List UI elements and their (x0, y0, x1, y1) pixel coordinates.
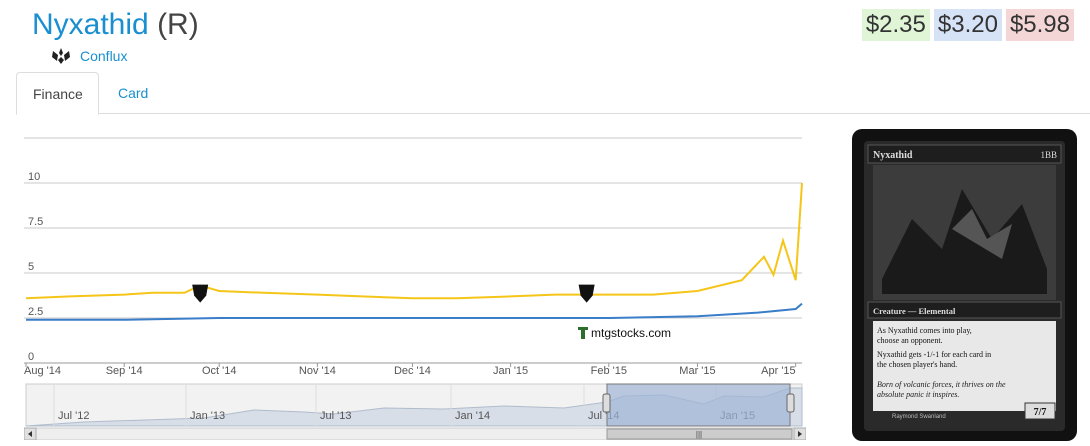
chart-markers (192, 284, 595, 303)
scrollbar-thumb[interactable] (606, 428, 793, 440)
set-link[interactable]: Conflux (80, 48, 128, 64)
x-tick-label: Dec '14 (394, 365, 431, 377)
card-art-creature (882, 189, 1047, 294)
x-tick-label: Nov '14 (299, 365, 336, 377)
card-mana-cost: 1BB (1040, 150, 1057, 160)
khans-of-tarkir-set-icon-shape (192, 284, 209, 303)
x-axis-ticks: Aug '14 Sep '14 Oct '14 Nov '14 Dec '14 Jan '… (24, 362, 802, 377)
tab-finance[interactable]: Finance (16, 72, 99, 115)
watermark: mtgstocks.com (577, 326, 671, 340)
y-tick-label: 0 (28, 351, 34, 363)
navigator-right-handle[interactable] (786, 393, 795, 413)
card-flavor-text: Born of volcanic forces, it thrives on t… (877, 380, 1008, 399)
card-pt-box (1024, 402, 1056, 420)
card-art-highlight (952, 209, 1012, 259)
x-tick-label: Sep '14 (106, 365, 143, 377)
low-price-badge: $2.35 (861, 9, 930, 41)
khans-of-tarkir-set-icon (192, 284, 209, 303)
card-rules-text-2: Nyxathid gets -1/-1 for each card in the… (877, 350, 993, 369)
price-chart[interactable]: 0 2.5 5 7.5 10 Aug '14 Sep '14 Oct '14 Nov '14 D… (24, 128, 806, 378)
navigator-tick-label: Jan '14 (455, 410, 490, 422)
navigator-selection[interactable] (606, 383, 791, 427)
x-tick-label: Feb '15 (591, 365, 627, 377)
set-row: Conflux (50, 46, 127, 66)
y-tick-label: 10 (28, 171, 40, 183)
card-image: Nyxathid 1BB Creature — Elemental As Nyx… (852, 129, 1077, 441)
y-tick-label: 2.5 (28, 306, 43, 318)
card-type-bar (867, 301, 1062, 319)
tower-icon (578, 327, 588, 339)
card-title: Nyxathid (R) (32, 8, 199, 42)
x-tick-label: Oct '14 (202, 365, 237, 377)
navigator-tick-label: Jul '12 (58, 410, 89, 422)
x-tick-label: Aug '14 (24, 365, 61, 377)
price-line-high (25, 182, 803, 300)
card-artist: Raymond Swanland (892, 414, 946, 420)
y-tick-label: 7.5 (28, 216, 43, 228)
x-tick-label: Mar '15 (679, 365, 715, 377)
fate-reforged-set-icon-shape (578, 284, 595, 303)
price-badges: $2.35 $3.20 $5.98 (861, 9, 1074, 41)
card-power-toughness: 7/7 (1034, 407, 1047, 418)
y-axis-ticks: 0 2.5 5 7.5 10 (28, 171, 43, 363)
card-type-line: Creature — Elemental (873, 306, 956, 316)
fate-reforged-set-icon (578, 284, 595, 303)
navigator-left-handle[interactable] (602, 393, 611, 413)
navigator-tick-label: Jul '13 (320, 410, 351, 422)
conflux-set-icon (52, 48, 70, 64)
mid-price-badge: $3.20 (933, 9, 1002, 41)
card-name-bar (867, 144, 1062, 164)
y-tick-label: 5 (28, 261, 34, 273)
navigator-tick-label: Jan '13 (190, 410, 225, 422)
card-rules-text-1: As Nyxathid comes into play, choose an o… (877, 326, 974, 345)
scroll-left-arrow-icon (28, 431, 32, 437)
card-name: Nyxathid (32, 8, 149, 41)
chart-grid (24, 137, 802, 364)
price-line-low (26, 302, 803, 321)
high-price-badge: $5.98 (1005, 9, 1074, 41)
chart-lines (25, 182, 803, 321)
card-text-box (873, 321, 1056, 411)
x-tick-label: Apr '15 (761, 365, 796, 377)
watermark-text: mtgstocks.com (591, 326, 672, 340)
tab-card[interactable]: Card (118, 85, 149, 101)
card-image-name: Nyxathid (873, 150, 913, 161)
x-tick-label: Jan '15 (493, 365, 528, 377)
tab-bar: Finance Card (16, 72, 1090, 115)
card-rarity: (R) (157, 8, 199, 41)
scrollbar-grip: ||| (696, 430, 702, 439)
scroll-right-arrow-icon (798, 431, 802, 437)
